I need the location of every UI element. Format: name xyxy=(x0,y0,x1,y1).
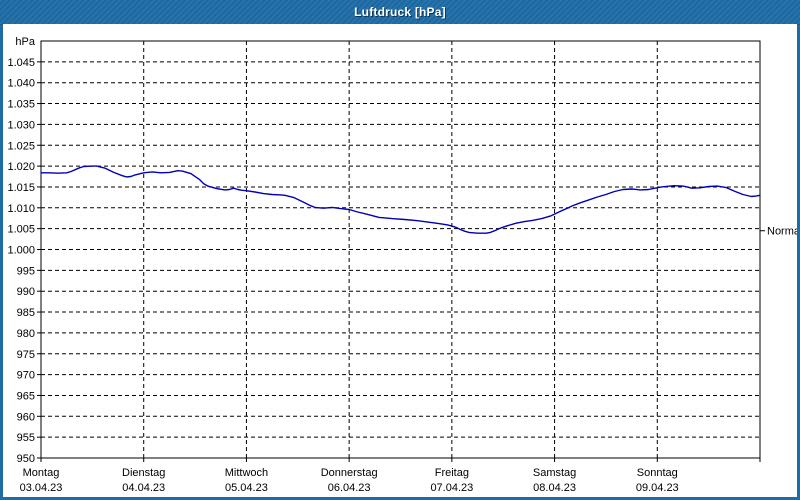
window-title: Luftdruck [hPa] xyxy=(354,5,446,19)
x-date-label: 08.04.23 xyxy=(533,482,576,494)
x-day-label: Sonntag xyxy=(637,467,678,479)
y-tick-label: 980 xyxy=(17,328,35,340)
pressure-curve xyxy=(40,165,761,234)
y-tick-label: 965 xyxy=(17,390,35,402)
pressure-chart: 1.045 1.040 1.035 1.030 1.025 1.020 1.015 1.010… xyxy=(7,36,797,494)
y-tick-label: 1.010 xyxy=(7,203,35,215)
y-tick-label: 975 xyxy=(17,349,35,361)
y-tick-label: 1.015 xyxy=(7,182,35,194)
y-tick-label: 1.045 xyxy=(7,57,35,69)
x-day-label: Mittwoch xyxy=(225,467,268,479)
x-day-label: Freitag xyxy=(435,467,469,479)
title-bar[interactable]: Luftdruck [hPa] xyxy=(0,0,800,25)
y-tick-label: 1.020 xyxy=(7,161,35,173)
y-tick-label: 1.040 xyxy=(7,78,35,90)
x-date-label: 06.04.23 xyxy=(328,482,371,494)
x-date-label: 09.04.23 xyxy=(636,482,679,494)
x-date-label: 04.04.23 xyxy=(122,482,165,494)
y-tick-label: 1.005 xyxy=(7,224,35,236)
x-day-label: Samstag xyxy=(533,467,576,479)
normal-label: Normal xyxy=(767,226,797,238)
y-axis-unit-label: hPa xyxy=(15,36,35,48)
y-tick-label: 985 xyxy=(17,307,35,319)
x-day-label: Montag xyxy=(23,467,60,479)
x-date-label: 05.04.23 xyxy=(225,482,268,494)
chart-area: 1.045 1.040 1.035 1.030 1.025 1.020 1.015 1.010… xyxy=(3,24,797,497)
y-tick-label: 990 xyxy=(17,286,35,298)
y-tick-label: 960 xyxy=(17,411,35,423)
x-date-label: 07.04.23 xyxy=(430,482,473,494)
y-tick-label: 1.000 xyxy=(7,245,35,257)
y-tick-label: 955 xyxy=(17,432,35,444)
y-tick-label: 1.025 xyxy=(7,140,35,152)
y-tick-label: 970 xyxy=(17,370,35,382)
x-day-label: Dienstag xyxy=(122,467,165,479)
y-tick-label: 995 xyxy=(17,265,35,277)
y-tick-label: 1.030 xyxy=(7,119,35,131)
y-tick-label: 950 xyxy=(17,453,35,465)
x-date-label: 03.04.23 xyxy=(20,482,63,494)
plot-frame xyxy=(40,40,761,459)
x-day-label: Donnerstag xyxy=(321,467,378,479)
y-tick-label: 1.035 xyxy=(7,99,35,111)
